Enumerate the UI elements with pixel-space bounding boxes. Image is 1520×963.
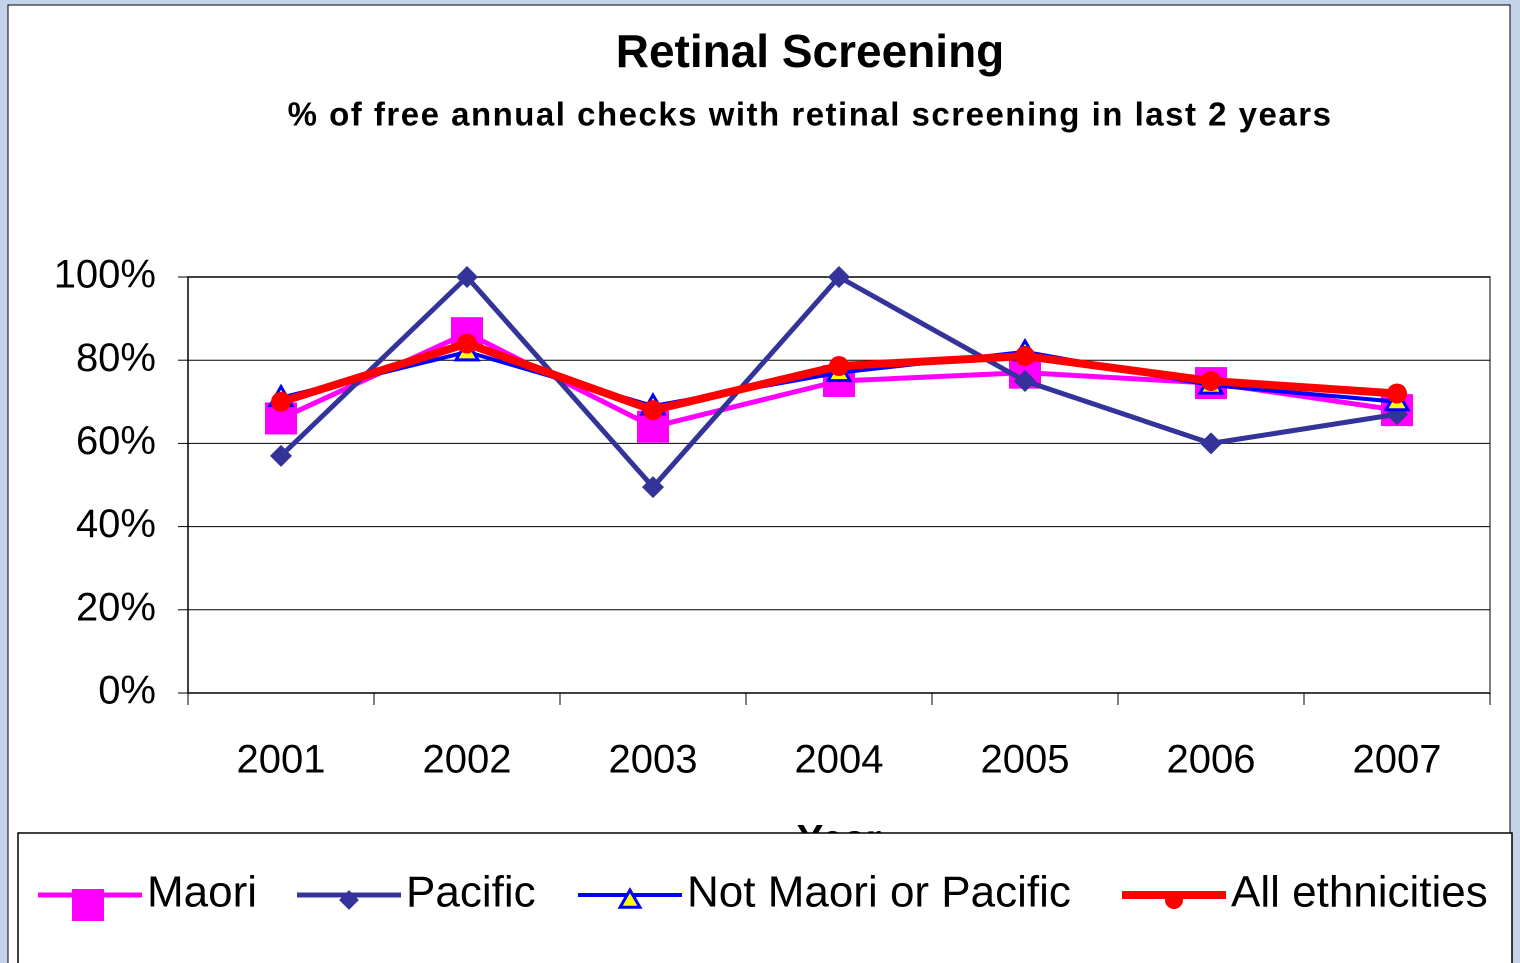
marker (1014, 370, 1036, 392)
x-tick-label: 2005 (981, 738, 1070, 782)
chart-title: Retinal Screening (616, 25, 1005, 77)
marker (271, 391, 291, 412)
marker (643, 400, 663, 421)
marker (456, 266, 478, 288)
legend: Maori Pacific Not Maori or Pacific All ethn… (17, 832, 1513, 963)
x-tick-label: 2007 (1353, 738, 1442, 782)
marker (1387, 383, 1407, 404)
legend-label: Maori (147, 868, 257, 917)
series (271, 333, 1407, 421)
marker (828, 266, 850, 288)
legend-label: All ethnicities (1231, 868, 1488, 917)
marker (829, 356, 849, 377)
legend-label: Not Maori or Pacific (687, 868, 1071, 917)
series (270, 266, 1408, 499)
x-tick-label: 2001 (237, 738, 326, 782)
legend-label: Pacific (406, 868, 536, 917)
marker (642, 476, 664, 499)
marker (270, 444, 292, 467)
marker (617, 887, 643, 909)
y-tick-label: 20% (76, 585, 156, 629)
marker (457, 333, 477, 354)
plot-area (187, 276, 1491, 694)
marker (339, 890, 359, 910)
x-tick-label: 2003 (609, 738, 698, 782)
marker (1201, 371, 1221, 391)
marker (72, 889, 104, 921)
marker (1200, 432, 1222, 455)
x-tick-label: 2004 (795, 738, 884, 782)
y-tick-label: 60% (76, 419, 156, 463)
marker (1165, 891, 1183, 909)
legend-box (17, 832, 1513, 963)
y-tick-label: 0% (98, 669, 156, 713)
x-tick-label: 2006 (1167, 738, 1256, 782)
y-tick-label: 100% (54, 253, 156, 297)
y-tick-label: 80% (76, 336, 156, 380)
chart-subtitle: % of free annual checks with retinal scr… (288, 96, 1333, 133)
y-tick-label: 40% (76, 502, 156, 546)
x-tick-label: 2002 (423, 738, 512, 782)
marker (1015, 346, 1035, 367)
